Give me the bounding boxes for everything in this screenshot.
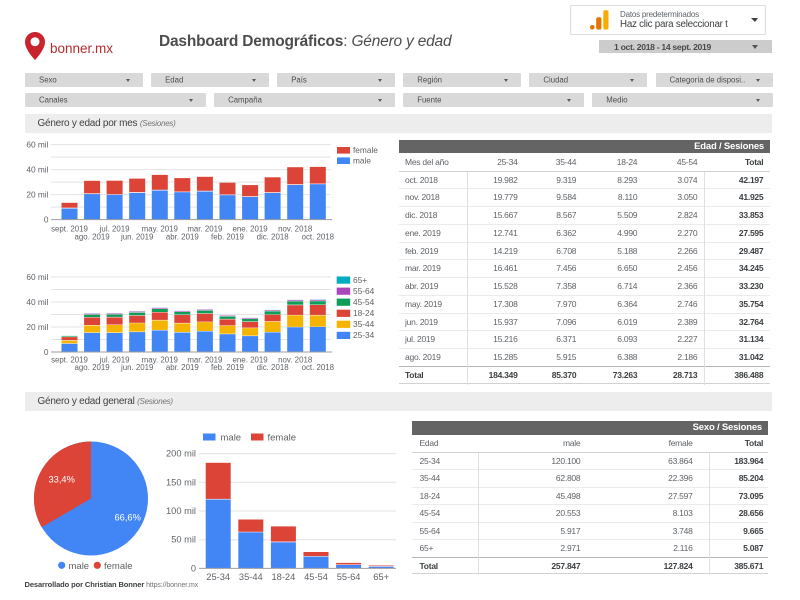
svg-text:35-44: 35-44 bbox=[239, 572, 263, 582]
svg-text:male: male bbox=[353, 156, 371, 166]
svg-text:60 mil: 60 mil bbox=[26, 140, 48, 150]
svg-text:25-34: 25-34 bbox=[206, 572, 230, 582]
svg-text:sept. 2019: sept. 2019 bbox=[51, 225, 88, 234]
svg-text:jul. 2019: jul. 2019 bbox=[99, 355, 130, 364]
svg-text:nov. 2018: nov. 2018 bbox=[278, 225, 313, 234]
svg-text:33,4%: 33,4% bbox=[49, 475, 75, 485]
svg-text:feb. 2019: feb. 2019 bbox=[211, 232, 245, 241]
svg-text:jun. 2019: jun. 2019 bbox=[120, 232, 154, 241]
svg-text:50 mil: 50 mil bbox=[171, 535, 196, 545]
svg-text:dic. 2018: dic. 2018 bbox=[257, 363, 290, 372]
svg-text:mar. 2019: mar. 2019 bbox=[187, 355, 223, 364]
svg-text:nov. 2018: nov. 2018 bbox=[278, 355, 313, 364]
svg-text:abr. 2019: abr. 2019 bbox=[166, 363, 200, 372]
svg-text:jun. 2019: jun. 2019 bbox=[120, 363, 154, 372]
svg-text:20 mil: 20 mil bbox=[26, 190, 48, 200]
svg-text:40 mil: 40 mil bbox=[26, 165, 48, 175]
svg-text:oct. 2018: oct. 2018 bbox=[302, 232, 335, 241]
svg-text:oct. 2018: oct. 2018 bbox=[302, 363, 335, 372]
svg-text:60 mil: 60 mil bbox=[26, 272, 48, 282]
svg-text:65+: 65+ bbox=[353, 275, 367, 285]
svg-text:male: male bbox=[69, 561, 90, 572]
svg-text:ago. 2019: ago. 2019 bbox=[75, 232, 111, 241]
svg-text:feb. 2019: feb. 2019 bbox=[211, 363, 245, 372]
svg-text:ene. 2019: ene. 2019 bbox=[233, 355, 269, 364]
svg-text:ago. 2019: ago. 2019 bbox=[75, 363, 111, 372]
svg-text:35-44: 35-44 bbox=[353, 319, 375, 329]
svg-text:0: 0 bbox=[44, 347, 49, 357]
svg-text:150 mil: 150 mil bbox=[166, 477, 196, 487]
svg-text:0: 0 bbox=[44, 215, 49, 225]
svg-text:55-64: 55-64 bbox=[337, 572, 361, 582]
svg-text:100 mil: 100 mil bbox=[166, 506, 196, 516]
svg-text:25-34: 25-34 bbox=[353, 330, 375, 340]
svg-text:mar. 2019: mar. 2019 bbox=[187, 225, 223, 234]
svg-text:jul. 2019: jul. 2019 bbox=[99, 225, 130, 234]
svg-text:dic. 2018: dic. 2018 bbox=[257, 232, 290, 241]
svg-text:0: 0 bbox=[191, 563, 196, 573]
svg-text:200 mil: 200 mil bbox=[166, 449, 196, 459]
svg-text:may. 2019: may. 2019 bbox=[142, 225, 179, 234]
svg-text:sept. 2019: sept. 2019 bbox=[51, 355, 88, 364]
svg-text:may. 2019: may. 2019 bbox=[142, 355, 179, 364]
svg-text:female: female bbox=[104, 561, 133, 572]
svg-text:40 mil: 40 mil bbox=[26, 297, 48, 307]
svg-text:18-24: 18-24 bbox=[272, 572, 296, 582]
svg-text:female: female bbox=[353, 145, 378, 155]
svg-text:18-24: 18-24 bbox=[353, 308, 375, 318]
svg-text:65+: 65+ bbox=[373, 572, 389, 582]
svg-text:male: male bbox=[221, 432, 242, 443]
svg-text:66,6%: 66,6% bbox=[115, 513, 141, 523]
svg-text:ene. 2019: ene. 2019 bbox=[233, 225, 269, 234]
svg-text:abr. 2019: abr. 2019 bbox=[166, 232, 200, 241]
svg-text:55-64: 55-64 bbox=[353, 286, 375, 296]
svg-text:45-54: 45-54 bbox=[304, 572, 328, 582]
svg-text:45-54: 45-54 bbox=[353, 297, 375, 307]
svg-text:20 mil: 20 mil bbox=[26, 322, 48, 332]
svg-text:female: female bbox=[268, 432, 297, 443]
